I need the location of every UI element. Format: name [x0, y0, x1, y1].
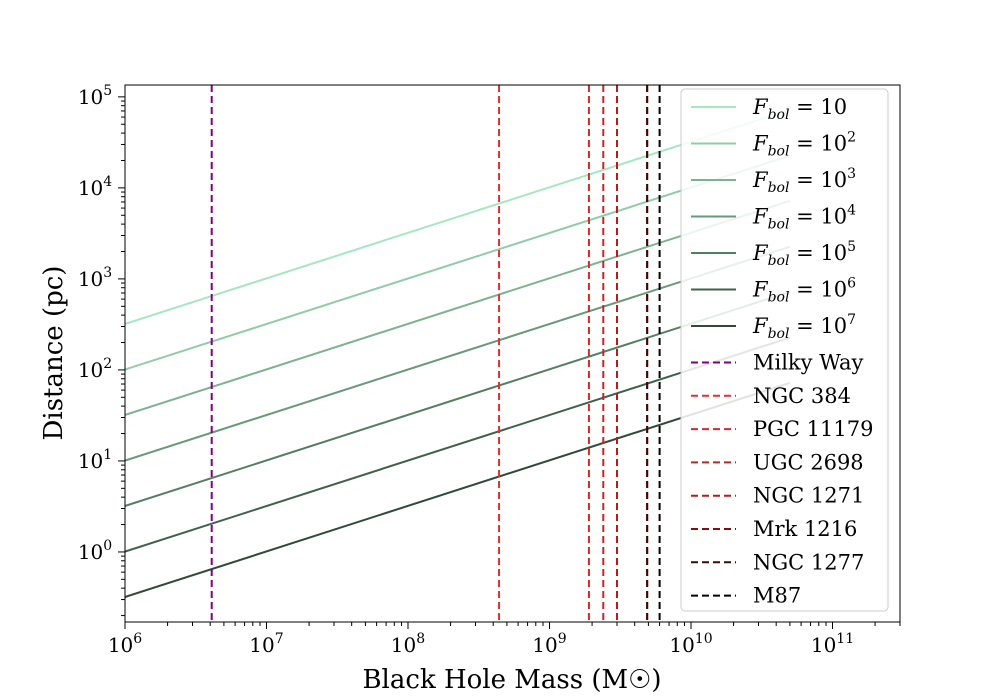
- legend-label: Fbol = 103: [752, 166, 856, 196]
- series-line-2: [124, 199, 791, 416]
- legend-box: [680, 88, 889, 612]
- y-tick-base: 10: [78, 267, 103, 291]
- legend-label: M87: [753, 584, 801, 608]
- y-tick-label: 103: [78, 265, 112, 291]
- legend-label: Fbol = 106: [752, 276, 856, 306]
- x-tick-base: 10: [669, 633, 694, 657]
- y-tick-label: 105: [78, 83, 112, 109]
- legend-label: NGC 1277: [753, 550, 864, 574]
- series-line-4: [124, 290, 791, 507]
- legend-label: NGC 384: [753, 384, 851, 408]
- y-tick-label: 104: [78, 174, 112, 200]
- y-axis-label: Distance (pc): [39, 266, 69, 441]
- y-tick-exponent: 1: [103, 447, 112, 463]
- x-axis-label: Black Hole Mass (M☉): [362, 665, 661, 695]
- x-tick-label: 107: [249, 631, 283, 657]
- x-tick-base: 10: [108, 633, 133, 657]
- y-tick-base: 10: [78, 85, 103, 109]
- x-tick-base: 10: [249, 633, 274, 657]
- x-tick-exponent: 8: [416, 631, 425, 647]
- y-tick-exponent: 2: [103, 356, 112, 372]
- legend-label: NGC 1271: [753, 484, 864, 508]
- series-line-5: [124, 336, 791, 553]
- y-tick-exponent: 3: [103, 265, 112, 281]
- y-tick-exponent: 0: [103, 538, 112, 554]
- legend-label: Mrk 1216: [753, 517, 857, 541]
- x-tick-label: 106: [108, 631, 142, 657]
- x-tick-label: 1011: [811, 631, 854, 657]
- series-line-1: [124, 154, 791, 371]
- series-line-0: [124, 108, 791, 325]
- x-tick-exponent: 10: [695, 631, 713, 647]
- x-tick-base: 10: [391, 633, 416, 657]
- x-tick-base: 10: [532, 633, 557, 657]
- legend-label: UGC 2698: [753, 450, 864, 474]
- y-tick-label: 100: [78, 538, 112, 564]
- legend-label: PGC 11179: [753, 417, 873, 441]
- y-tick-base: 10: [78, 449, 103, 473]
- x-tick-exponent: 9: [558, 631, 567, 647]
- legend: Fbol = 10 Fbol = 102 Fbol = 103 Fbol = 104 F…: [680, 88, 889, 612]
- x-tick-exponent: 6: [133, 631, 142, 647]
- legend-label: Milky Way: [753, 351, 863, 375]
- y-tick-exponent: 4: [103, 174, 112, 190]
- plot-frame: [124, 84, 901, 623]
- y-tick-label: 102: [78, 356, 112, 382]
- y-tick-exponent: 5: [103, 83, 112, 99]
- x-tick-exponent: 7: [275, 631, 284, 647]
- legend-label: Fbol = 104: [752, 203, 856, 233]
- series-line-6: [124, 381, 791, 598]
- legend-label: Fbol = 102: [752, 130, 856, 160]
- y-tick-base: 10: [78, 540, 103, 564]
- x-tick-label: 108: [391, 631, 425, 657]
- y-tick-base: 10: [78, 176, 103, 200]
- y-tick-base: 10: [78, 358, 103, 382]
- x-tick-base: 10: [811, 633, 836, 657]
- legend-label: Fbol = 107: [752, 312, 856, 342]
- y-tick-label: 101: [78, 447, 112, 473]
- x-tick-label: 1010: [669, 631, 712, 657]
- x-axis-ticks: 106 107 108 109 1010 1011: [108, 622, 901, 657]
- series-line-3: [124, 245, 791, 462]
- x-tick-exponent: 11: [836, 631, 854, 647]
- plot-lines: [124, 85, 791, 622]
- legend-label: Fbol = 10: [752, 95, 847, 123]
- legend-label: Fbol = 105: [752, 239, 856, 269]
- x-tick-label: 109: [532, 631, 566, 657]
